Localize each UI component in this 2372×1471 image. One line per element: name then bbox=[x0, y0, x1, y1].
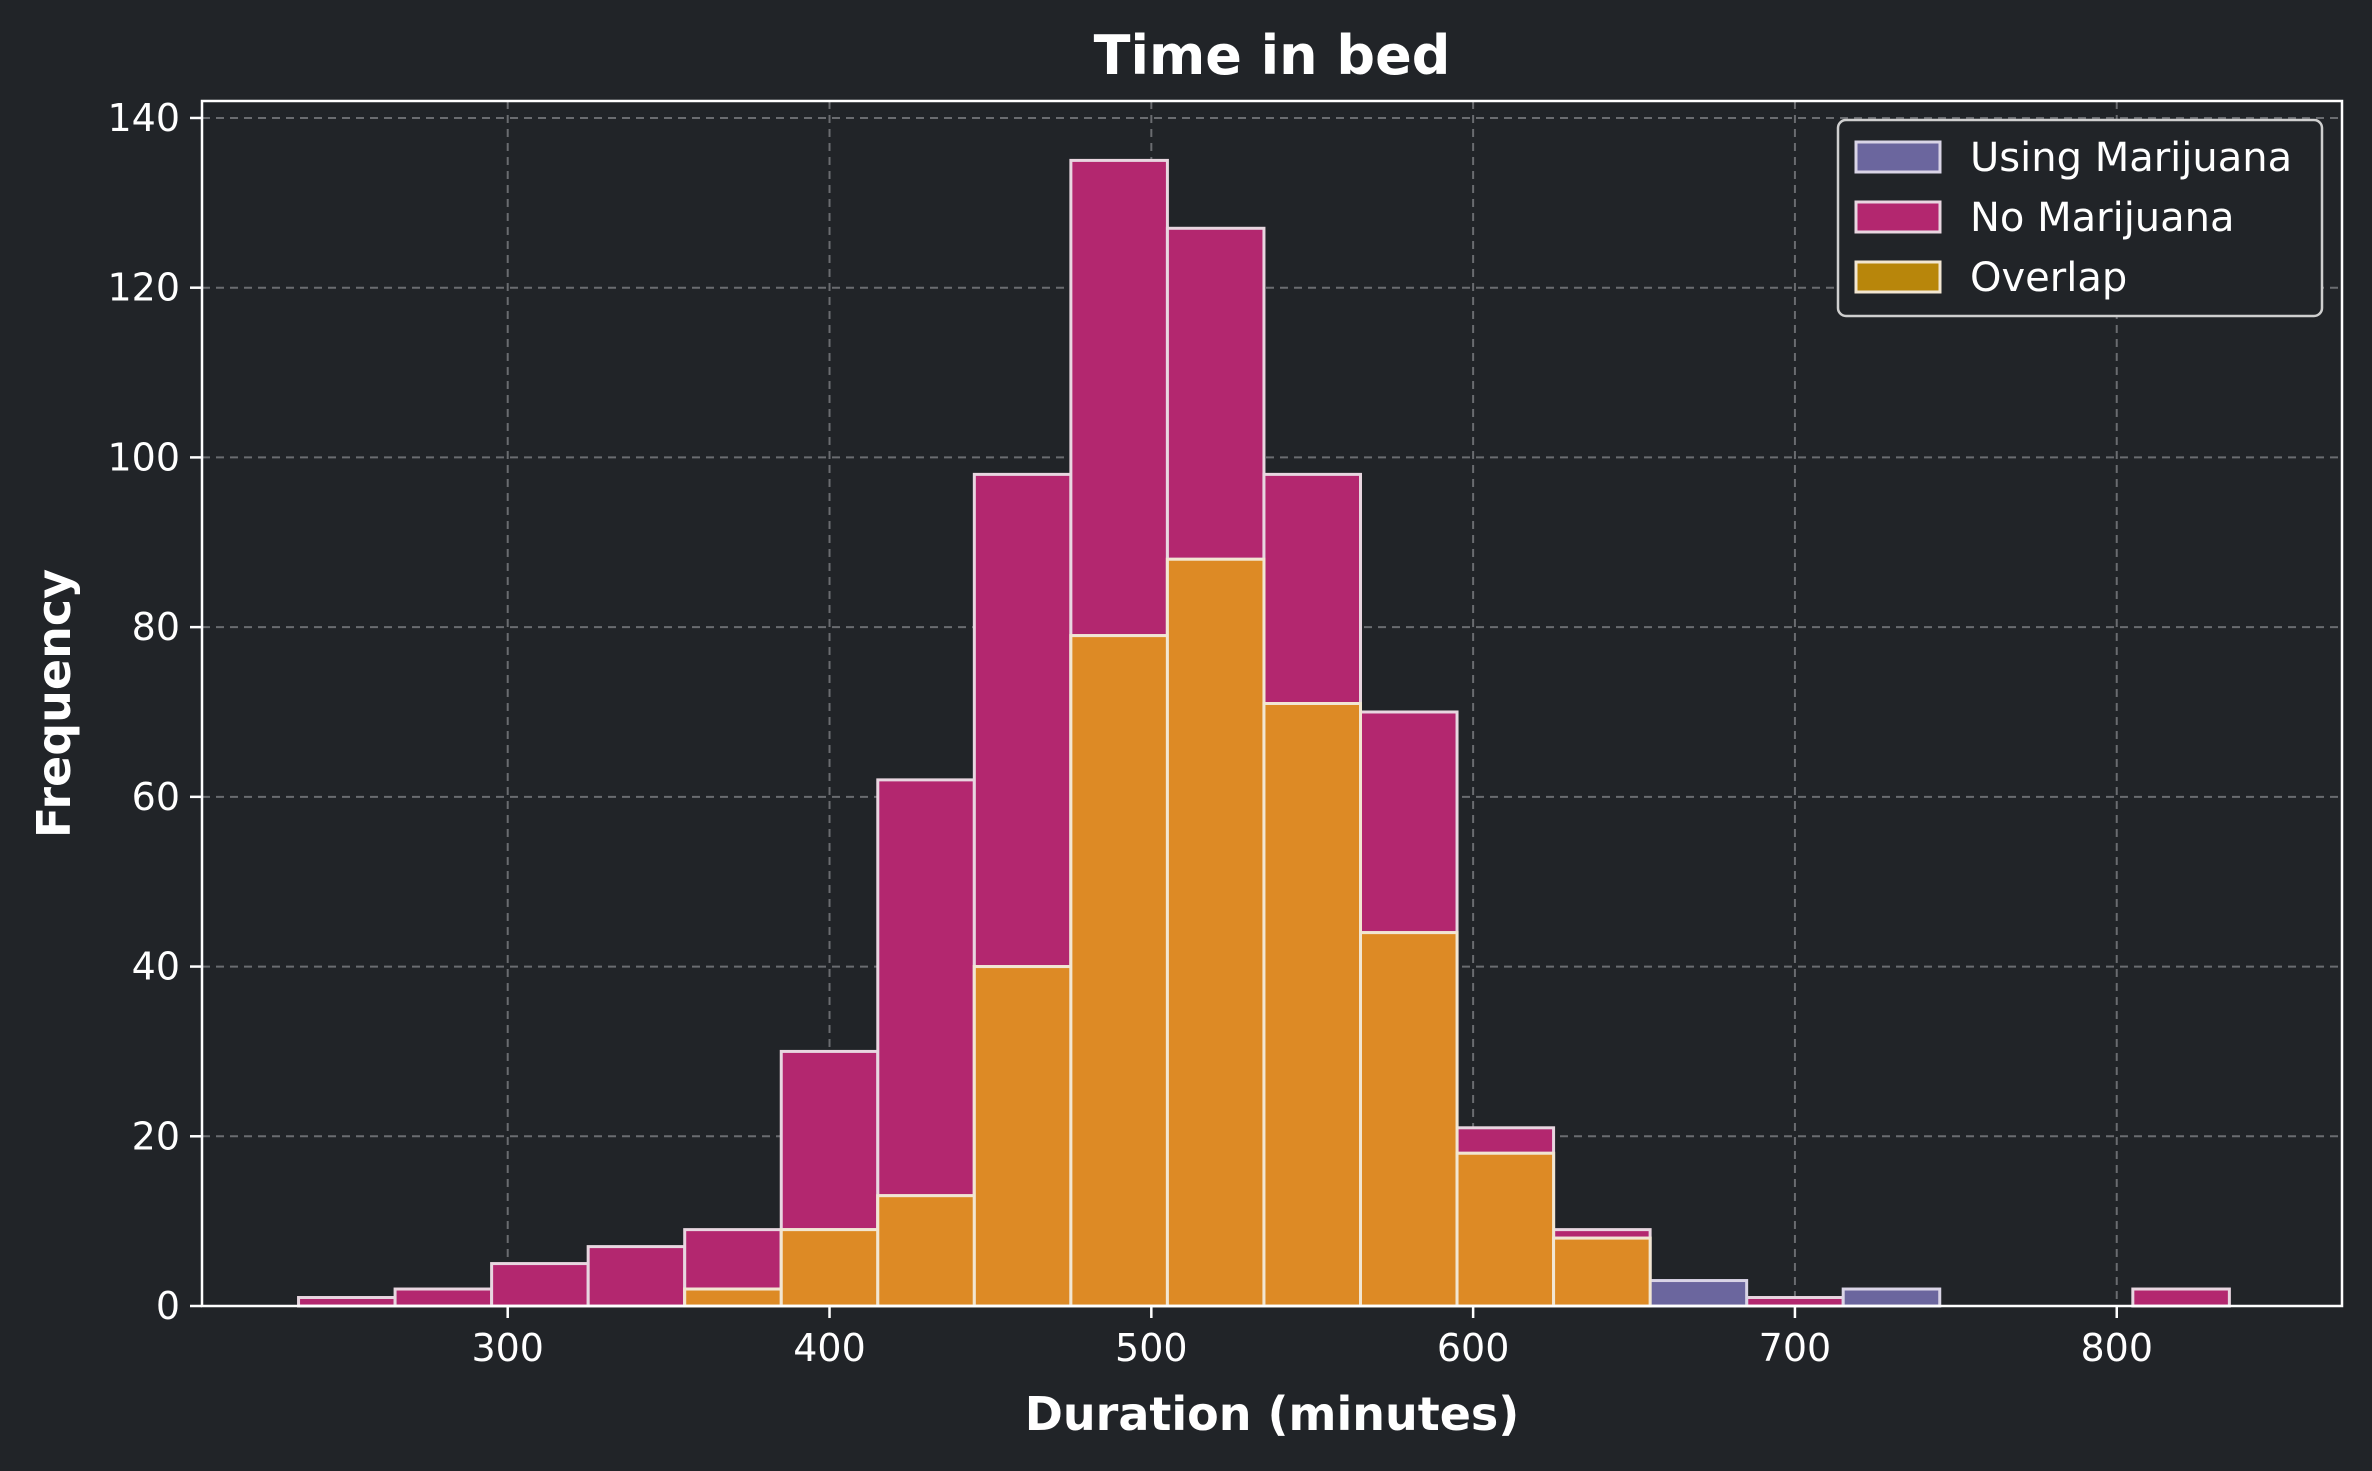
legend-swatch bbox=[1854, 140, 1942, 174]
y-tick-label: 140 bbox=[107, 96, 180, 140]
legend-swatch bbox=[1854, 260, 1942, 294]
legend-box bbox=[1836, 118, 2324, 318]
legend-label: Overlap bbox=[1970, 255, 2127, 301]
overlap-bar bbox=[779, 1228, 880, 1308]
no-marijuana-bar bbox=[393, 1287, 494, 1308]
y-tick-label: 80 bbox=[132, 605, 180, 649]
y-tick-label: 120 bbox=[107, 266, 180, 310]
overlap-bar bbox=[1358, 931, 1459, 1308]
x-tick-label: 400 bbox=[793, 1326, 866, 1370]
legend: Using Marijuana No Marijuana Overlap bbox=[1836, 118, 2324, 318]
axes: 300 400 500 600 700 800 0 20 40 60 80 100 120 140 bbox=[107, 96, 2344, 1370]
x-tick-label: 300 bbox=[471, 1326, 544, 1370]
chart-title: Time in bed bbox=[1094, 24, 1451, 87]
overlap-bar bbox=[683, 1287, 783, 1308]
overlap-bar bbox=[1552, 1236, 1652, 1308]
no-marijuana-bar bbox=[2131, 1287, 2231, 1308]
no-marijuana-bar bbox=[297, 1296, 397, 1308]
x-axis-label: Duration (minutes) bbox=[1025, 1387, 1520, 1441]
legend-label: No Marijuana bbox=[1970, 195, 2235, 241]
overlap-bar bbox=[1455, 1151, 1556, 1308]
bars bbox=[297, 158, 2231, 1308]
x-tick-label: 700 bbox=[1759, 1326, 1832, 1370]
y-tick-label: 60 bbox=[132, 775, 180, 819]
overlap-bar bbox=[1165, 557, 1266, 1308]
overlap-bar bbox=[1262, 702, 1362, 1308]
legend-swatch bbox=[1854, 200, 1942, 234]
x-tick-label: 600 bbox=[1437, 1326, 1510, 1370]
overlap-bar bbox=[972, 965, 1073, 1308]
no-marijuana-bar bbox=[1745, 1296, 1845, 1308]
y-tick-label: 40 bbox=[132, 945, 180, 989]
y-axis-label: Frequency bbox=[27, 569, 81, 838]
overlap-bar bbox=[1069, 634, 1169, 1308]
y-tick-label: 100 bbox=[107, 435, 180, 479]
plot-frame bbox=[200, 99, 2344, 1308]
using-marijuana-bar bbox=[1841, 1287, 1942, 1308]
no-marijuana-bar bbox=[586, 1245, 687, 1308]
y-tick-label: 0 bbox=[156, 1284, 180, 1328]
legend-label: Using Marijuana bbox=[1970, 135, 2292, 181]
using-marijuana-bar bbox=[1648, 1279, 1749, 1308]
overlap-bar bbox=[876, 1194, 976, 1308]
x-tick-label: 800 bbox=[2080, 1326, 2153, 1370]
y-tick-label: 20 bbox=[132, 1114, 180, 1158]
no-marijuana-bar bbox=[490, 1262, 590, 1308]
x-tick-label: 500 bbox=[1115, 1326, 1188, 1370]
